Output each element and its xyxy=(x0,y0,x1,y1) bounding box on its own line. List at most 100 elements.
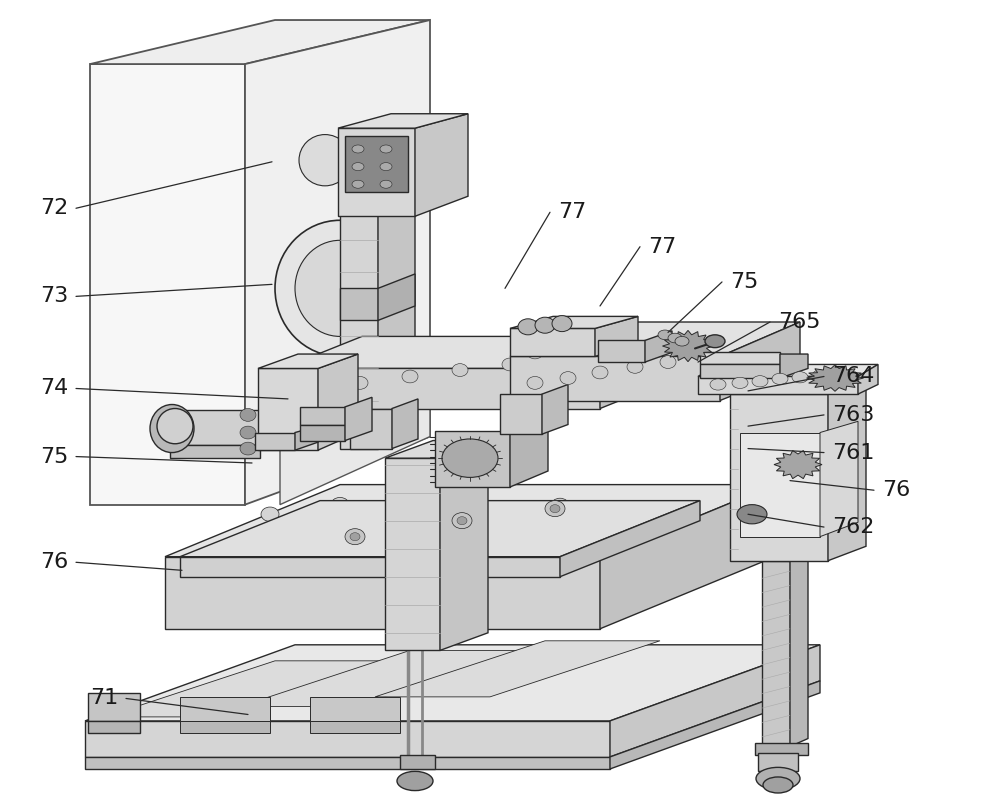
Polygon shape xyxy=(165,557,600,629)
Text: 73: 73 xyxy=(40,287,68,306)
Ellipse shape xyxy=(352,376,368,389)
Text: 77: 77 xyxy=(648,237,676,256)
Ellipse shape xyxy=(547,352,563,365)
Text: 74: 74 xyxy=(40,379,68,398)
Polygon shape xyxy=(378,274,415,320)
Polygon shape xyxy=(758,753,798,771)
Polygon shape xyxy=(790,554,808,747)
Polygon shape xyxy=(170,410,260,445)
Polygon shape xyxy=(542,384,568,434)
Polygon shape xyxy=(340,215,378,449)
Polygon shape xyxy=(345,136,408,192)
Polygon shape xyxy=(806,365,863,391)
Polygon shape xyxy=(282,336,680,368)
Ellipse shape xyxy=(502,358,518,371)
Ellipse shape xyxy=(302,382,318,395)
Ellipse shape xyxy=(380,180,392,188)
Polygon shape xyxy=(165,485,775,557)
Ellipse shape xyxy=(452,513,472,529)
Ellipse shape xyxy=(592,335,608,348)
Ellipse shape xyxy=(157,409,193,444)
Text: 75: 75 xyxy=(40,447,68,466)
Polygon shape xyxy=(610,645,820,757)
Polygon shape xyxy=(598,340,645,362)
Polygon shape xyxy=(85,721,610,757)
Text: 75: 75 xyxy=(730,272,758,292)
Ellipse shape xyxy=(763,777,793,793)
Polygon shape xyxy=(645,331,672,362)
Polygon shape xyxy=(560,501,700,577)
Polygon shape xyxy=(600,336,680,409)
Polygon shape xyxy=(310,721,400,733)
Ellipse shape xyxy=(345,529,365,545)
Ellipse shape xyxy=(752,376,768,387)
Ellipse shape xyxy=(261,507,279,521)
Polygon shape xyxy=(700,364,780,378)
Ellipse shape xyxy=(331,528,349,542)
Text: 71: 71 xyxy=(90,689,118,708)
Ellipse shape xyxy=(397,771,433,791)
Ellipse shape xyxy=(240,426,256,439)
Polygon shape xyxy=(295,426,318,450)
Polygon shape xyxy=(698,376,858,394)
Text: 764: 764 xyxy=(832,367,874,386)
Polygon shape xyxy=(730,380,866,394)
Polygon shape xyxy=(385,458,440,650)
Polygon shape xyxy=(730,394,828,561)
Polygon shape xyxy=(698,364,878,376)
Ellipse shape xyxy=(737,505,767,524)
Ellipse shape xyxy=(710,379,726,390)
Ellipse shape xyxy=(295,240,385,336)
Ellipse shape xyxy=(406,487,424,501)
Ellipse shape xyxy=(658,330,672,340)
Polygon shape xyxy=(510,322,800,356)
Polygon shape xyxy=(170,445,260,458)
Ellipse shape xyxy=(380,145,392,153)
Polygon shape xyxy=(510,356,720,400)
Polygon shape xyxy=(282,368,600,409)
Polygon shape xyxy=(180,697,270,721)
Polygon shape xyxy=(345,397,372,441)
Polygon shape xyxy=(90,20,430,64)
Ellipse shape xyxy=(545,501,565,517)
Ellipse shape xyxy=(352,163,364,171)
Polygon shape xyxy=(310,697,400,721)
Polygon shape xyxy=(300,425,345,441)
Ellipse shape xyxy=(675,336,689,346)
Ellipse shape xyxy=(352,180,364,188)
Ellipse shape xyxy=(442,439,498,477)
Ellipse shape xyxy=(299,135,351,186)
Polygon shape xyxy=(610,681,820,769)
Ellipse shape xyxy=(560,372,576,384)
Ellipse shape xyxy=(772,373,788,384)
Ellipse shape xyxy=(352,145,364,153)
Ellipse shape xyxy=(261,537,279,552)
Ellipse shape xyxy=(380,163,392,171)
Polygon shape xyxy=(820,421,858,537)
Polygon shape xyxy=(662,331,713,362)
Ellipse shape xyxy=(792,372,808,383)
Polygon shape xyxy=(255,433,295,450)
Polygon shape xyxy=(318,354,358,450)
Polygon shape xyxy=(180,501,700,557)
Polygon shape xyxy=(740,433,820,537)
Polygon shape xyxy=(720,322,800,400)
Ellipse shape xyxy=(560,340,576,353)
Polygon shape xyxy=(88,721,140,733)
Polygon shape xyxy=(105,661,390,717)
Polygon shape xyxy=(180,721,270,733)
Ellipse shape xyxy=(812,370,828,381)
Polygon shape xyxy=(440,441,488,650)
Polygon shape xyxy=(385,441,488,458)
Text: 76: 76 xyxy=(882,481,910,500)
Text: 765: 765 xyxy=(778,312,820,332)
Polygon shape xyxy=(300,407,345,425)
Text: 763: 763 xyxy=(832,405,874,425)
Polygon shape xyxy=(258,354,358,368)
Ellipse shape xyxy=(518,319,538,335)
Ellipse shape xyxy=(552,316,572,332)
Polygon shape xyxy=(435,431,510,487)
Polygon shape xyxy=(350,409,392,449)
Ellipse shape xyxy=(732,377,748,388)
Polygon shape xyxy=(245,20,430,505)
